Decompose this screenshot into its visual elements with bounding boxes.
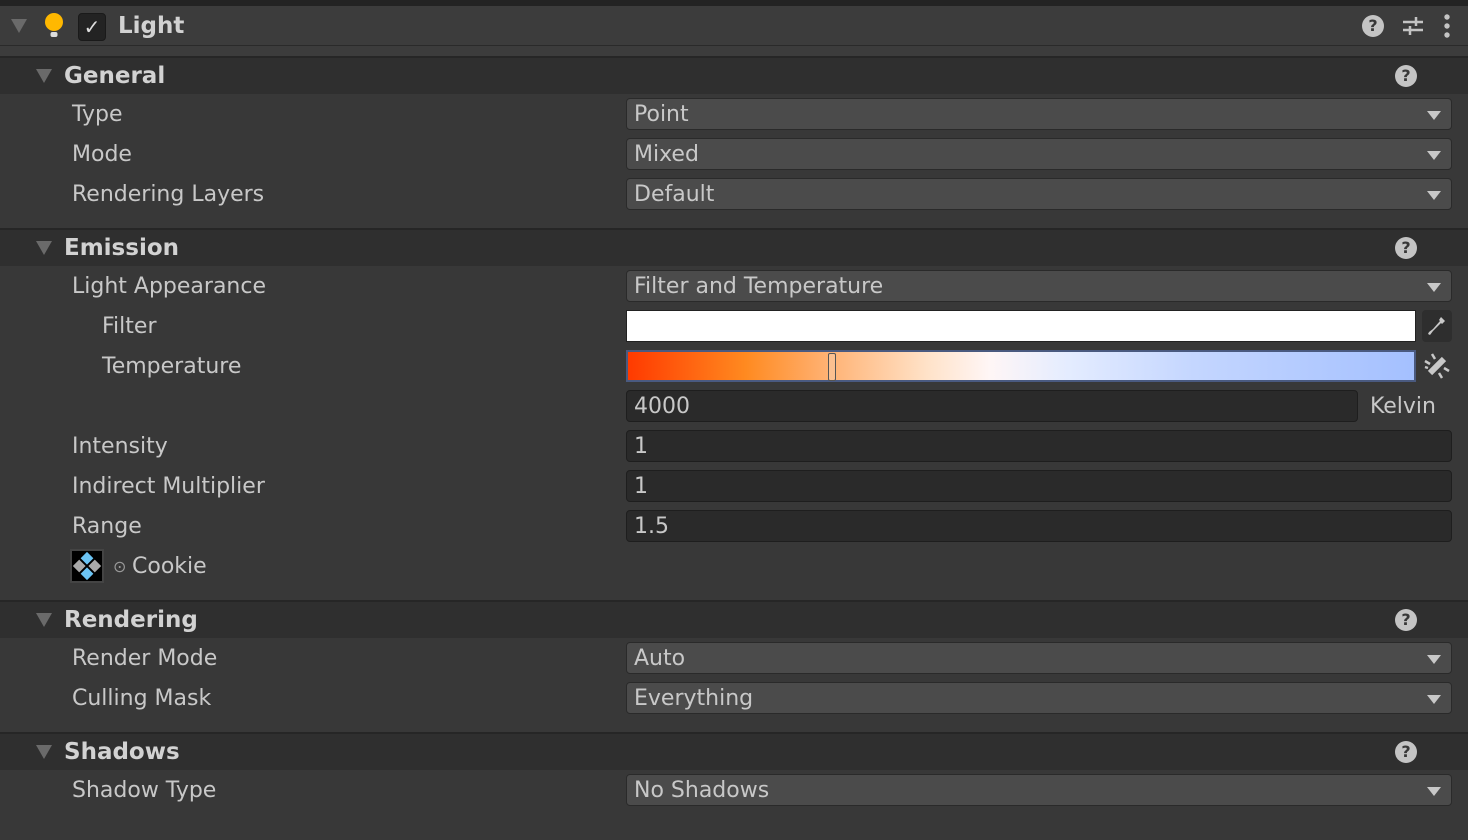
section-header[interactable]: Shadows? — [0, 734, 1468, 770]
field-label: Culling Mask — [72, 685, 212, 711]
row-range: Range 1.5 — [0, 506, 1468, 546]
field-label: Shadow Type — [72, 777, 217, 803]
section-title: General — [64, 63, 166, 89]
section-rendering: Rendering? Render Mode Auto Culling Mask E… — [0, 602, 1468, 734]
rendering-layers-dropdown[interactable]: Default — [626, 178, 1452, 210]
row-type: Type Point — [0, 94, 1468, 134]
field-label: Intensity — [72, 433, 168, 459]
section-general: General? Type Point Mode Mixed Rendering L… — [0, 58, 1468, 230]
more-icon[interactable] — [1442, 13, 1452, 38]
row-mode: Mode Mixed — [0, 134, 1468, 174]
top-strip — [0, 0, 1468, 6]
row-temperature: Temperature — [0, 346, 1468, 386]
help-icon[interactable]: ? — [1395, 609, 1417, 631]
section-shadows: Shadows? Shadow Type No Shadows — [0, 734, 1468, 810]
help-icon[interactable]: ? — [1395, 741, 1417, 763]
field-label: Render Mode — [72, 645, 218, 671]
row-cookie: ⊙ Cookie — [0, 546, 1468, 586]
field-label: Rendering Layers — [72, 181, 265, 207]
foldout-arrow-icon[interactable] — [36, 745, 52, 759]
temperature-input[interactable]: 4000 — [626, 390, 1358, 422]
section-header[interactable]: Emission? — [0, 230, 1468, 266]
temperature-slider[interactable] — [626, 350, 1416, 382]
foldout-arrow-icon[interactable] — [11, 18, 27, 33]
light-bulb-icon — [45, 13, 63, 37]
object-picker-icon[interactable]: ⊙ — [113, 556, 127, 576]
help-icon[interactable]: ? — [1395, 237, 1417, 259]
shadow-type-dropdown[interactable]: No Shadows — [626, 774, 1452, 806]
row-shadow-type: Shadow Type No Shadows — [0, 770, 1468, 810]
help-icon[interactable]: ? — [1362, 14, 1384, 37]
mode-dropdown[interactable]: Mixed — [626, 138, 1452, 170]
presets-icon[interactable] — [1402, 15, 1424, 37]
indirect-multiplier-input[interactable]: 1 — [626, 470, 1452, 502]
row-kelvin: 4000 Kelvin — [0, 386, 1468, 426]
field-label: Cookie — [132, 553, 207, 579]
intensity-input[interactable]: 1 — [626, 430, 1452, 462]
section-header[interactable]: Rendering? — [0, 602, 1468, 638]
row-filter: Filter — [0, 306, 1468, 346]
field-label: Range — [72, 513, 142, 539]
header-band — [0, 46, 1468, 58]
field-label: Temperature — [102, 353, 242, 379]
foldout-arrow-icon[interactable] — [36, 613, 52, 627]
cookie-texture-thumbnail[interactable] — [70, 549, 104, 583]
foldout-arrow-icon[interactable] — [36, 69, 52, 83]
help-icon[interactable]: ? — [1395, 65, 1417, 87]
light-appearance-dropdown[interactable]: Filter and Temperature — [626, 270, 1452, 302]
field-label: Light Appearance — [72, 273, 266, 299]
enabled-checkbox[interactable]: ✓ — [78, 13, 106, 41]
section-emission: Emission? Light Appearance Filter and Tem… — [0, 230, 1468, 602]
range-input[interactable]: 1.5 — [626, 510, 1452, 542]
field-label: Indirect Multiplier — [72, 473, 265, 499]
row-light-appearance: Light Appearance Filter and Temperature — [0, 266, 1468, 306]
component-title: Light — [118, 12, 185, 39]
foldout-arrow-icon[interactable] — [36, 241, 52, 255]
section-header[interactable]: General? — [0, 58, 1468, 94]
filter-color-swatch[interactable] — [626, 310, 1416, 342]
temperature-reset-icon[interactable] — [1422, 350, 1452, 382]
row-intensity: Intensity 1 — [0, 426, 1468, 466]
section-title: Rendering — [64, 607, 198, 633]
row-indirect-multiplier: Indirect Multiplier 1 — [0, 466, 1468, 506]
section-title: Emission — [64, 235, 179, 261]
slider-handle[interactable] — [828, 353, 836, 381]
component-header[interactable]: ✓ Light ? — [0, 6, 1468, 46]
field-label: Mode — [72, 141, 132, 167]
render-mode-dropdown[interactable]: Auto — [626, 642, 1452, 674]
section-title: Shadows — [64, 739, 180, 765]
type-dropdown[interactable]: Point — [626, 98, 1452, 130]
row-render-mode: Render Mode Auto — [0, 638, 1468, 678]
row-culling-mask: Culling Mask Everything — [0, 678, 1468, 718]
field-label: Type — [72, 101, 123, 127]
row-rendering-layers: Rendering Layers Default — [0, 174, 1468, 214]
culling-mask-dropdown[interactable]: Everything — [626, 682, 1452, 714]
eyedropper-icon[interactable] — [1422, 310, 1452, 342]
kelvin-unit-label: Kelvin — [1369, 393, 1436, 419]
field-label: Filter — [102, 313, 157, 339]
